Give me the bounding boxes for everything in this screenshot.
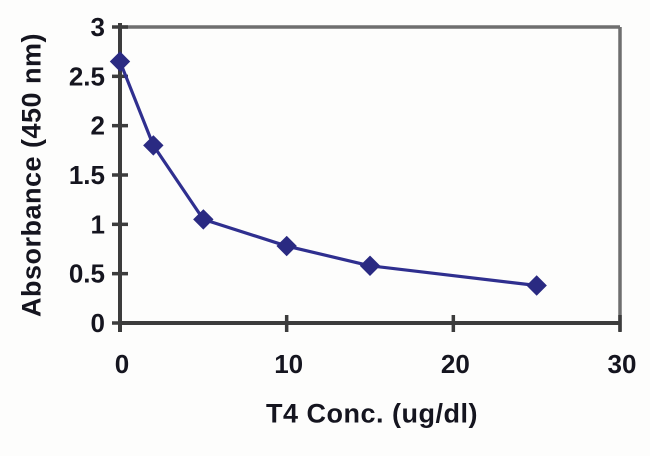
y-tick-label: 0 <box>91 308 105 338</box>
data-point-marker <box>359 255 381 276</box>
series-line <box>118 59 539 288</box>
x-axis-title: T4 Conc. (ug/dl) <box>266 398 478 429</box>
data-point-marker <box>109 51 131 72</box>
data-point-marker <box>143 135 164 156</box>
x-tick-label: 10 <box>274 349 303 379</box>
x-tick-label: 0 <box>115 349 129 379</box>
data-point-marker <box>526 275 547 296</box>
y-tick-label: 2 <box>91 111 105 141</box>
y-tick-label: 1.5 <box>69 160 105 190</box>
data-point-marker <box>276 235 297 257</box>
y-tick-label: 2.5 <box>69 61 105 91</box>
data-point-marker <box>193 209 214 230</box>
y-tick-label: 0.5 <box>69 259 105 289</box>
y-tick-label: 3 <box>91 12 105 42</box>
x-tick-label: 20 <box>441 349 470 379</box>
y-tick-label: 1 <box>91 209 105 239</box>
x-tick-label: 30 <box>608 349 637 379</box>
y-axis-title: Absorbance (450 nm) <box>16 32 47 318</box>
